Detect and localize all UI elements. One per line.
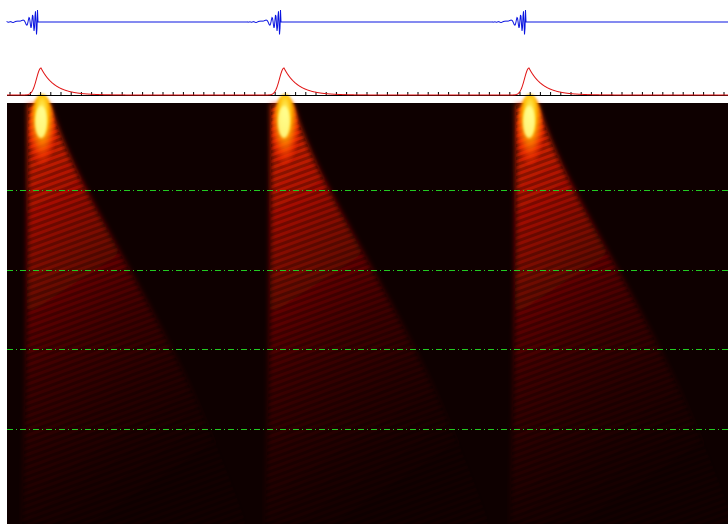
envelope-line xyxy=(7,68,728,95)
burst-peak xyxy=(523,106,535,138)
burst-peak xyxy=(35,106,47,138)
burst-peak xyxy=(278,106,290,138)
waveform xyxy=(7,10,728,34)
waveform-line xyxy=(7,10,728,34)
spectrogram-view xyxy=(0,0,728,524)
envelope xyxy=(7,68,728,96)
page: (() => { const svg = document.getElement… xyxy=(0,0,728,524)
